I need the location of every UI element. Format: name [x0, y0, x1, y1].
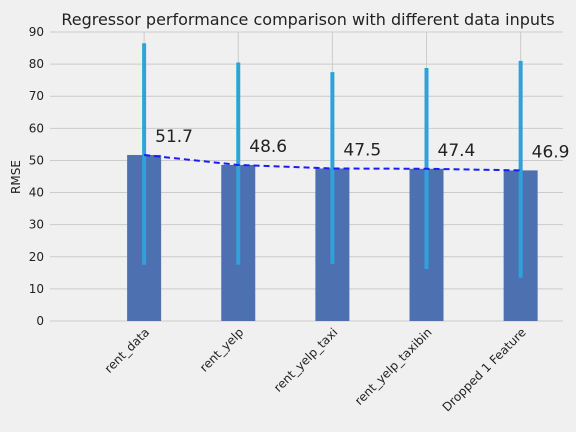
y-tick-label: 70 [29, 89, 44, 103]
y-tick-label: 20 [29, 250, 44, 264]
bar-value-label: 47.5 [343, 140, 381, 160]
y-tick-label: 40 [29, 186, 44, 200]
trend-line [144, 153, 521, 172]
y-tick-label: 10 [29, 282, 44, 296]
y-tick-label: 50 [29, 153, 44, 167]
bar-layer [127, 154, 538, 321]
bar-value-label: 47.4 [438, 141, 476, 161]
y-tick-label: 30 [29, 218, 44, 232]
y-tick-labels: 0 10 20 30 40 50 60 70 80 90 [29, 25, 44, 328]
trend-layer [144, 153, 521, 172]
value-label-layer: 51.7 48.6 47.5 47.4 46.9 [155, 127, 569, 162]
bar-value-label: 51.7 [155, 127, 193, 147]
chart-title: Regressor performance comparison with di… [61, 10, 554, 29]
y-tick-label: 90 [29, 25, 44, 39]
y-tick-label: 0 [36, 314, 44, 328]
bar-value-label: 48.6 [249, 137, 287, 157]
y-tick-label: 60 [29, 121, 44, 135]
y-tick-label: 80 [29, 57, 44, 71]
bar-value-label: 46.9 [532, 142, 570, 162]
y-axis-label: RMSE [9, 160, 23, 194]
